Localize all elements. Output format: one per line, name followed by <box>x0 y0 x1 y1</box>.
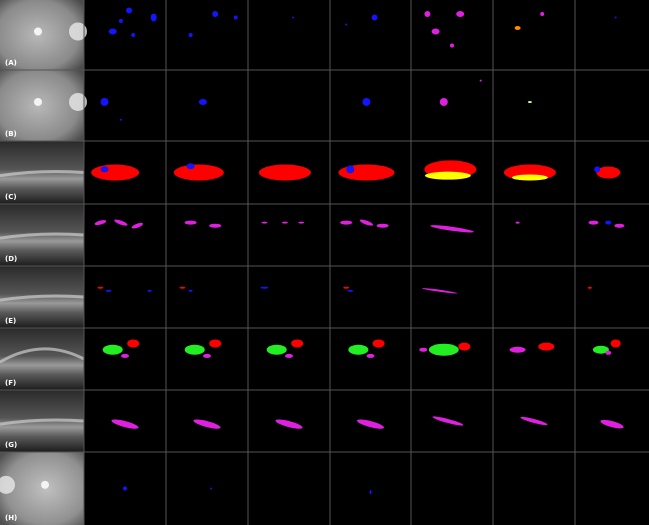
segmentation <box>103 345 123 355</box>
segmentation <box>458 343 470 351</box>
segmentation <box>267 345 287 355</box>
segmentation <box>432 29 440 35</box>
segmentation <box>209 224 221 228</box>
segmentation <box>210 488 212 490</box>
segmentation <box>373 340 385 348</box>
segmentation <box>419 348 427 352</box>
segmentation <box>131 33 135 37</box>
segmentation <box>212 11 218 17</box>
segmentation <box>101 166 109 172</box>
lesion <box>34 98 42 106</box>
segmentation <box>127 340 139 348</box>
segmentation <box>347 290 353 292</box>
figure-grid: (A) (B) (C) (D) (E) (F) (G) (H) <box>0 0 649 525</box>
segmentation <box>106 290 112 292</box>
segmentation <box>589 221 599 225</box>
panel-label: (G) <box>5 441 17 449</box>
segmentation <box>456 11 464 17</box>
panel-label: (D) <box>5 255 17 263</box>
segmentation <box>372 15 378 21</box>
segmentation <box>123 487 127 491</box>
segmentation <box>528 101 532 103</box>
segmentation <box>101 98 109 106</box>
segmentation <box>377 224 389 228</box>
segmentation <box>605 351 611 355</box>
segmentation <box>510 347 526 353</box>
segmentation <box>298 222 304 224</box>
panel-label: (B) <box>5 130 17 138</box>
segmentation <box>199 99 207 105</box>
segmentation <box>189 33 193 37</box>
segmentation <box>120 119 122 121</box>
segmentation <box>148 290 152 292</box>
segmentation <box>292 17 294 19</box>
segmentation <box>126 8 132 14</box>
segmentation <box>512 175 548 181</box>
segmentation <box>362 98 370 106</box>
segmentation <box>614 224 624 228</box>
segmentation <box>370 490 372 494</box>
segmentation <box>345 24 347 26</box>
segmentation <box>450 44 454 48</box>
lesion <box>34 28 42 36</box>
segmentation <box>348 345 368 355</box>
lesion <box>41 481 49 489</box>
segmentation <box>367 354 375 358</box>
segmentation <box>121 354 129 358</box>
segmentation <box>538 343 554 351</box>
segmentation <box>340 221 352 225</box>
segmentation <box>261 222 267 224</box>
segmentation <box>338 165 394 181</box>
segmentation <box>203 354 211 358</box>
segmentation <box>187 163 195 169</box>
segmentation <box>282 222 288 224</box>
segmentation <box>588 287 592 289</box>
segmentation <box>185 345 205 355</box>
segmentation <box>440 98 448 106</box>
segmentation <box>516 222 520 224</box>
segmentation <box>285 354 293 358</box>
segmentation <box>109 29 117 35</box>
segmentation <box>234 16 238 20</box>
segmentation <box>209 340 221 348</box>
segmentation <box>119 19 123 23</box>
segmentation <box>291 340 303 348</box>
segmentation <box>260 287 268 289</box>
segmentation <box>189 290 193 292</box>
segmentation <box>259 165 311 181</box>
segmentation <box>151 14 157 22</box>
segmentation <box>425 172 471 180</box>
panel-label: (F) <box>5 379 16 387</box>
segmentation <box>343 287 349 289</box>
segmentation <box>515 26 521 30</box>
segmentation <box>424 11 430 17</box>
panel-label: (A) <box>5 59 17 67</box>
segmentation <box>429 344 459 356</box>
segmentation <box>91 165 139 181</box>
segmentation <box>605 221 611 225</box>
panel-label: (E) <box>5 317 16 325</box>
segmentation <box>97 287 103 289</box>
segmentation <box>540 12 544 16</box>
segmentation <box>185 221 197 225</box>
panel-label: (C) <box>5 193 17 201</box>
segmentation <box>480 80 482 82</box>
segmentation <box>615 17 617 19</box>
segmentation <box>179 287 185 289</box>
segmentation <box>611 340 621 348</box>
panel-label: (H) <box>5 514 17 522</box>
segmentation <box>174 165 224 181</box>
segmentation <box>346 165 354 173</box>
segmentation <box>594 166 600 172</box>
background <box>0 0 649 525</box>
